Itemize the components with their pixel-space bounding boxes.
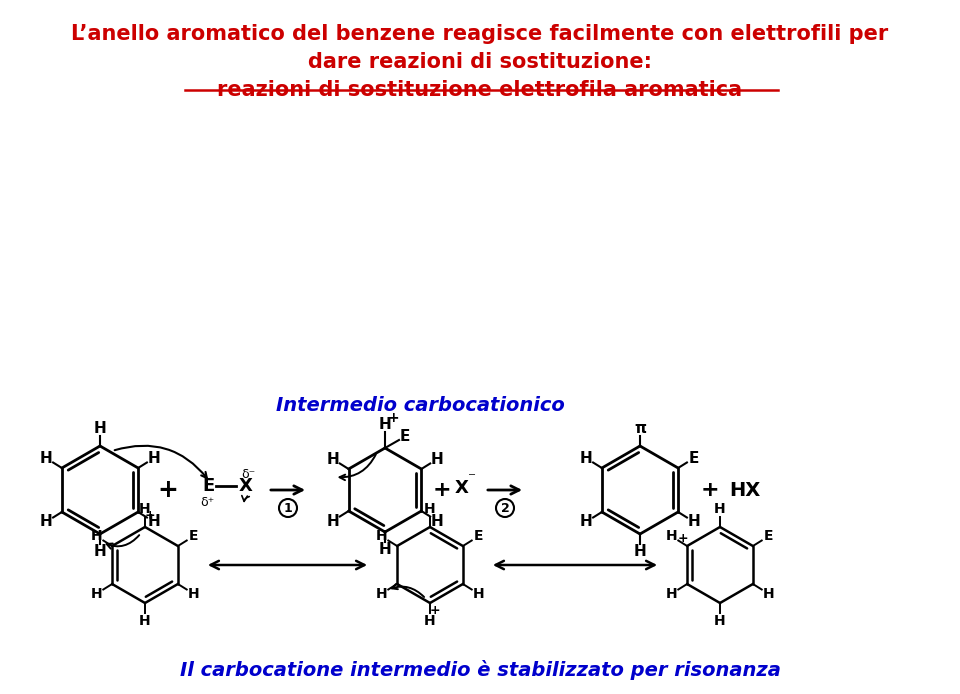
Text: E: E: [689, 450, 699, 466]
Text: H: H: [378, 416, 392, 432]
Text: E: E: [189, 529, 199, 543]
Text: dare reazioni di sostituzione:: dare reazioni di sostituzione:: [308, 52, 652, 72]
Text: H: H: [473, 587, 485, 601]
Text: H: H: [90, 587, 102, 601]
Text: 2: 2: [500, 502, 510, 514]
Text: X: X: [455, 479, 468, 497]
Text: δ⁺: δ⁺: [200, 496, 214, 509]
Text: H: H: [375, 587, 387, 601]
Text: +: +: [430, 604, 441, 618]
Text: +: +: [701, 480, 719, 500]
Text: H: H: [326, 514, 339, 529]
Text: E: E: [764, 529, 774, 543]
Text: +: +: [678, 532, 688, 545]
Text: HX: HX: [730, 480, 760, 500]
Text: H: H: [424, 614, 436, 628]
Text: H: H: [90, 529, 102, 543]
Text: H: H: [431, 452, 444, 466]
Text: H: H: [763, 587, 775, 601]
Text: 1: 1: [283, 502, 293, 514]
Text: H: H: [687, 514, 701, 530]
Text: H: H: [139, 614, 151, 628]
Text: H: H: [375, 529, 387, 543]
Text: +: +: [145, 509, 156, 522]
Text: E: E: [202, 477, 214, 495]
Text: H: H: [94, 545, 107, 559]
Text: π: π: [634, 421, 646, 436]
Text: H: H: [634, 545, 646, 559]
Text: H: H: [378, 543, 392, 557]
Text: H: H: [326, 452, 339, 466]
Text: H: H: [188, 587, 200, 601]
Text: H: H: [665, 587, 677, 601]
Text: H: H: [148, 450, 160, 466]
Text: H: H: [665, 529, 677, 543]
Text: H: H: [714, 502, 726, 516]
Text: +: +: [433, 480, 451, 500]
Text: ⁻: ⁻: [468, 471, 476, 486]
Text: H: H: [94, 421, 107, 436]
Text: E: E: [474, 529, 484, 543]
Text: Intermedio carbocationico: Intermedio carbocationico: [276, 396, 564, 414]
Text: H: H: [39, 514, 52, 530]
Text: H: H: [714, 614, 726, 628]
Text: E: E: [399, 428, 410, 443]
Text: Il carbocatione intermedio è stabilizzato per risonanza: Il carbocatione intermedio è stabilizzat…: [180, 660, 780, 680]
Text: H: H: [424, 502, 436, 516]
Text: H: H: [580, 450, 592, 466]
Text: H: H: [431, 514, 444, 529]
Text: H: H: [39, 450, 52, 466]
Text: H: H: [139, 502, 151, 516]
Text: reazioni di sostituzione elettrofila aromatica: reazioni di sostituzione elettrofila aro…: [217, 80, 743, 100]
Text: H: H: [148, 514, 160, 530]
Text: +: +: [157, 478, 179, 502]
Text: +: +: [387, 411, 398, 425]
Text: H: H: [580, 514, 592, 530]
Text: δ⁻: δ⁻: [241, 468, 255, 480]
Text: L’anello aromatico del benzene reagisce facilmente con elettrofili per: L’anello aromatico del benzene reagisce …: [71, 24, 889, 44]
Text: X: X: [239, 477, 252, 495]
